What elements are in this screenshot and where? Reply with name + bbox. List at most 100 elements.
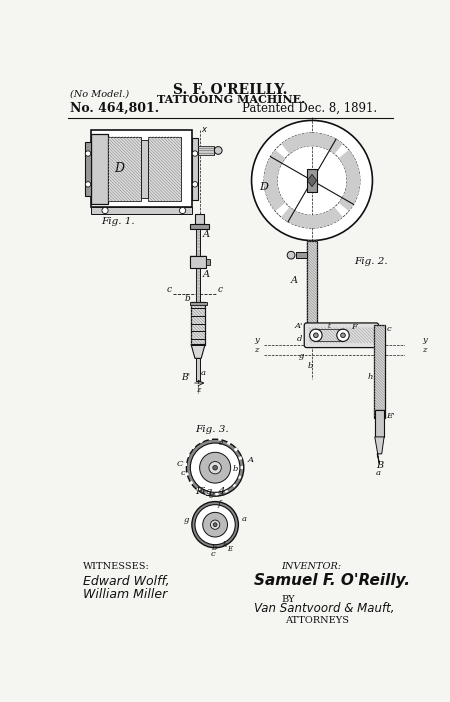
Circle shape — [180, 207, 186, 213]
Bar — [232, 483, 236, 487]
Circle shape — [287, 251, 295, 259]
Circle shape — [200, 452, 230, 483]
Bar — [85, 142, 91, 196]
Text: c: c — [387, 326, 391, 333]
Text: z: z — [254, 346, 258, 355]
Circle shape — [190, 443, 240, 492]
Text: b: b — [184, 293, 190, 303]
Text: c: c — [181, 470, 186, 477]
Text: z: z — [197, 386, 201, 395]
Bar — [206, 259, 211, 265]
Bar — [224, 489, 228, 493]
Bar — [374, 325, 385, 418]
FancyBboxPatch shape — [304, 323, 378, 347]
Circle shape — [86, 151, 91, 157]
Text: y: y — [254, 336, 259, 344]
Text: g: g — [299, 352, 304, 359]
Text: e: e — [219, 439, 223, 447]
Text: B: B — [376, 461, 383, 470]
Bar — [91, 134, 108, 204]
Bar — [196, 229, 200, 302]
Text: A: A — [202, 270, 210, 279]
Bar — [238, 456, 242, 460]
Text: WITNESSES:: WITNESSES: — [83, 562, 150, 571]
Wedge shape — [339, 150, 360, 211]
Text: c: c — [167, 285, 172, 294]
Bar — [148, 137, 181, 201]
Polygon shape — [191, 345, 205, 358]
Bar — [185, 472, 189, 476]
Bar — [190, 256, 206, 268]
Circle shape — [86, 182, 91, 187]
Bar — [191, 302, 205, 345]
Text: ATTORNEYS: ATTORNEYS — [285, 616, 349, 625]
Text: b: b — [233, 465, 238, 472]
Text: William Miller: William Miller — [83, 588, 167, 601]
Text: E: E — [228, 545, 233, 553]
Text: Fig. 3.: Fig. 3. — [195, 425, 229, 435]
Bar — [189, 481, 194, 485]
Text: k: k — [223, 541, 227, 549]
Bar — [184, 463, 187, 466]
Text: a: a — [242, 515, 247, 523]
Bar — [91, 131, 192, 207]
Text: B': B' — [181, 373, 190, 382]
Wedge shape — [281, 133, 343, 154]
Text: c: c — [209, 493, 214, 501]
Text: c: c — [217, 285, 222, 294]
Circle shape — [214, 147, 222, 154]
Bar — [296, 252, 306, 258]
Bar — [199, 439, 203, 444]
Text: E': E' — [387, 411, 395, 420]
Circle shape — [186, 439, 244, 496]
Text: INVENTOR:: INVENTOR: — [281, 562, 341, 571]
Text: z: z — [422, 346, 427, 355]
Bar — [189, 302, 207, 305]
Text: C: C — [176, 460, 183, 468]
Text: Patented Dec. 8, 1891.: Patented Dec. 8, 1891. — [242, 102, 378, 115]
Text: h: h — [217, 521, 223, 529]
Text: D: D — [114, 162, 124, 175]
Text: f: f — [217, 501, 220, 508]
Circle shape — [192, 502, 238, 548]
Text: b: b — [308, 362, 314, 369]
Text: d: d — [204, 459, 210, 468]
Bar — [186, 453, 190, 457]
Polygon shape — [375, 437, 384, 464]
Text: h: h — [368, 373, 373, 381]
Bar — [306, 169, 317, 192]
Circle shape — [102, 207, 108, 213]
Text: g: g — [184, 515, 189, 524]
Circle shape — [341, 333, 345, 338]
Text: BY: BY — [281, 595, 295, 604]
Bar — [375, 410, 384, 437]
Bar — [240, 466, 243, 469]
Bar — [108, 137, 141, 201]
Text: Van Santvoord & Mauft,: Van Santvoord & Mauft, — [254, 602, 394, 615]
Text: Edward Wolff,: Edward Wolff, — [83, 575, 170, 588]
Bar — [218, 437, 222, 441]
Text: a: a — [376, 470, 381, 477]
Bar — [198, 146, 214, 155]
Bar — [91, 207, 192, 213]
Text: Fig. 4.: Fig. 4. — [195, 487, 229, 496]
Text: E: E — [217, 517, 223, 524]
Bar — [190, 225, 209, 229]
Circle shape — [192, 182, 198, 187]
Text: A: A — [202, 230, 210, 239]
Bar — [196, 487, 200, 491]
Text: TATTOOING MACHINE.: TATTOOING MACHINE. — [157, 94, 305, 105]
Circle shape — [202, 512, 228, 537]
Circle shape — [211, 520, 220, 529]
Bar — [208, 437, 212, 440]
Text: Fig. 1.: Fig. 1. — [101, 218, 135, 226]
Text: A': A' — [294, 322, 302, 329]
Text: x: x — [201, 125, 206, 134]
Circle shape — [209, 461, 221, 474]
Circle shape — [192, 151, 198, 157]
Wedge shape — [264, 150, 285, 211]
Bar — [196, 358, 200, 381]
Text: a: a — [201, 369, 206, 377]
Bar — [195, 213, 204, 225]
Text: y: y — [422, 336, 427, 344]
